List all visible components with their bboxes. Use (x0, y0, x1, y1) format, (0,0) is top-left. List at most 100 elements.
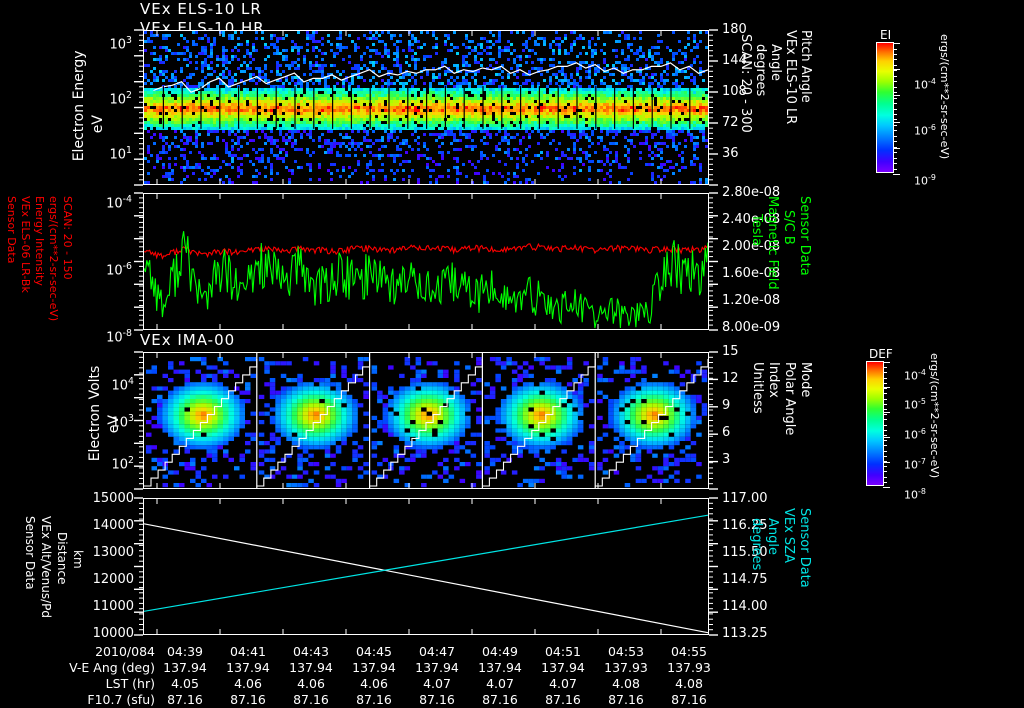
panel4-ytick-left-5: 10000 (92, 626, 134, 641)
footer-f107-4: 87.16 (419, 692, 455, 707)
panel4-ytick-left-4: 11000 (92, 599, 134, 614)
footer-ve-ang-8: 137.93 (667, 660, 711, 675)
panel4-ytick-right-2: 115.50 (722, 545, 768, 560)
panel2-ytick-right-4: 1.20e-08 (722, 293, 781, 308)
panel1-plot-area[interactable] (143, 30, 709, 185)
panel4-ytick-left-1: 14000 (92, 518, 134, 533)
panel3-spectrogram (144, 353, 708, 488)
footer-time-5: 04:49 (481, 644, 519, 659)
footer-lst-0: 4.05 (171, 676, 199, 691)
panel1-ytick-right-4: 36 (722, 146, 739, 161)
panel1-ylabel-left: Electron Energy (71, 50, 87, 162)
panel3-colorbar (866, 361, 890, 488)
panel1-spectrogram (144, 31, 708, 184)
footer-time-7: 04:53 (607, 644, 645, 659)
footer-f107-3: 87.16 (356, 692, 392, 707)
footer-f107-6: 87.16 (545, 692, 581, 707)
footer-time-2: 04:43 (292, 644, 330, 659)
panel2-ytick-right-3: 1.60e-08 (722, 266, 781, 281)
panel2-ytick-right-0: 2.80e-08 (722, 185, 781, 200)
footer-time-0: 04:39 (166, 644, 204, 659)
footer-time-8: 04:55 (670, 644, 708, 659)
footer-lst-6: 4.07 (549, 676, 577, 691)
panel1-ytick-right-3: 72 (722, 115, 739, 130)
panel1-cbar-tick-2: 10-9 (914, 173, 936, 188)
panel1-ytick-right-0: 180 (722, 22, 747, 37)
panel1-ytick-right-1: 144 (722, 53, 747, 68)
panel2-lines (144, 194, 708, 329)
panel3-ytick-right-0: 15 (722, 344, 739, 359)
footer-f107-8: 87.16 (671, 692, 707, 707)
panel1-yunit-left: eV (90, 115, 106, 134)
footer-ve-ang-5: 137.94 (478, 660, 522, 675)
panel3-ytick-left-2: 102 (111, 455, 135, 473)
footer-lst-1: 4.06 (234, 676, 262, 691)
footer-f107-1: 87.16 (230, 692, 266, 707)
footer-lst-3: 4.06 (360, 676, 388, 691)
footer-row-label-0: 2010/084 (95, 644, 155, 659)
footer-lst-8: 4.08 (675, 676, 703, 691)
panel3-ylabel-left: Electron Volts (87, 365, 103, 462)
panel4-ytick-left-2: 13000 (92, 545, 134, 560)
footer-time-6: 04:51 (544, 644, 582, 659)
footer-ve-ang-2: 137.94 (289, 660, 333, 675)
panel3-ytick-right-1: 12 (722, 371, 739, 386)
panel2-ytick-right-1: 2.40e-08 (722, 212, 781, 227)
panel2-ytick-left-0: 10-4 (106, 194, 132, 212)
panel4-ytick-right-5: 113.25 (722, 626, 768, 641)
footer-f107-2: 87.16 (293, 692, 329, 707)
panel3-ytick-right-3: 6 (722, 425, 731, 440)
footer-ve-ang-0: 137.94 (163, 660, 207, 675)
panel1-cbar-tick-0: 10-4 (914, 77, 936, 92)
panel4-lines (144, 499, 708, 634)
panel3-plot-area[interactable] (143, 352, 709, 489)
panel3-ytick-left-1: 103 (111, 413, 135, 431)
footer-lst-7: 4.08 (612, 676, 640, 691)
panel3-ytick-left-0: 104 (111, 376, 135, 394)
footer-f107-0: 87.16 (167, 692, 203, 707)
footer-lst-4: 4.07 (423, 676, 451, 691)
panel4-plot-area[interactable] (143, 498, 709, 635)
footer-f107-5: 87.16 (482, 692, 518, 707)
panel1-colorbar-title: EI (880, 28, 892, 42)
panel3-cbar-tick-2: 10-6 (904, 427, 926, 442)
panel2-plot-area[interactable] (143, 193, 709, 330)
panel1-cbar-tick-1: 10-6 (914, 123, 936, 138)
footer-time-3: 04:45 (355, 644, 393, 659)
footer-lst-5: 4.07 (486, 676, 514, 691)
panel3-colorbar-title: DEF (869, 347, 893, 361)
panel4-ytick-right-1: 116.25 (722, 518, 768, 533)
panel4-ytick-left-3: 12000 (92, 572, 134, 587)
panel1-ytick-left-2: 101 (109, 145, 133, 163)
panel3-cbar-tick-1: 10-5 (904, 397, 926, 412)
footer-row-label-1: V-E Ang (deg) (69, 660, 155, 675)
footer-ve-ang-3: 137.94 (352, 660, 396, 675)
footer-lst-2: 4.06 (297, 676, 325, 691)
panel1-ytick-left-0: 103 (109, 35, 133, 53)
panel4-ytick-right-4: 114.00 (722, 599, 768, 614)
panel2-ytick-right-5: 8.00e-09 (722, 320, 781, 335)
footer-ve-ang-4: 137.94 (415, 660, 459, 675)
panel3-ytick-right-2: 9 (722, 398, 731, 413)
footer-time-4: 04:47 (418, 644, 456, 659)
panel1-ytick-left-1: 102 (109, 90, 133, 108)
panel4-ytick-right-0: 117.00 (722, 491, 768, 506)
panel3-title: VEx IMA-00 (140, 331, 236, 349)
panel3-cbar-tick-4: 10-8 (904, 487, 926, 502)
panel1-title-line1: VEx ELS-10 LR (140, 0, 262, 18)
panel1-ytick-right-2: 108 (722, 84, 747, 99)
panel3-cbar-tick-0: 10-4 (904, 368, 926, 383)
panel2-ytick-right-2: 2.00e-08 (722, 239, 781, 254)
footer-ve-ang-7: 137.93 (604, 660, 648, 675)
panel1-colorbar (876, 42, 900, 175)
footer-ve-ang-1: 137.94 (226, 660, 270, 675)
footer-ve-ang-6: 137.94 (541, 660, 585, 675)
footer-row-label-2: LST (hr) (105, 676, 155, 691)
footer-row-label-3: F10.7 (sfu) (87, 692, 155, 707)
panel2-ytick-left-2: 10-8 (106, 328, 132, 346)
panel4-ytick-right-3: 114.75 (722, 572, 768, 587)
panel4-ytick-left-0: 15000 (92, 491, 134, 506)
footer-f107-7: 87.16 (608, 692, 644, 707)
panel3-cbar-tick-3: 10-7 (904, 457, 926, 472)
